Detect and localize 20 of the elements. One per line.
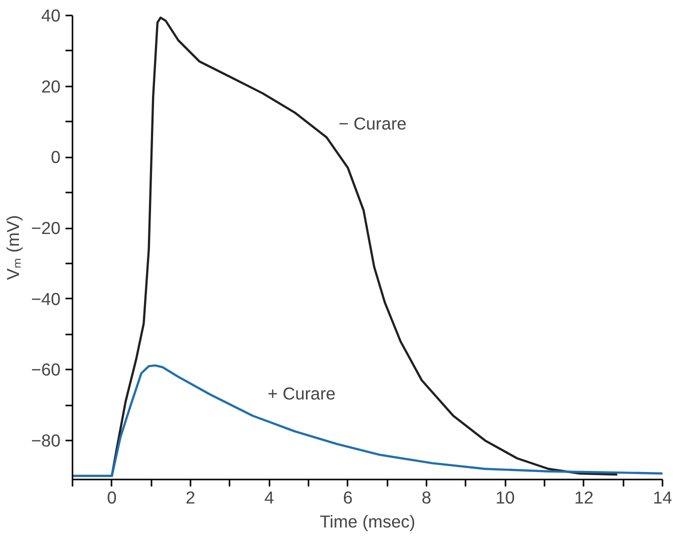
y-tick-label: 40 <box>41 6 61 26</box>
x-tick-label: 6 <box>343 488 353 508</box>
line-series <box>72 364 662 478</box>
x-tick-label: 4 <box>264 488 274 508</box>
x-tick-label: 0 <box>107 488 117 508</box>
x-axis-title: Time (msec) <box>320 512 416 532</box>
x-tick-label: 14 <box>652 488 672 508</box>
y-tick-label: −20 <box>31 218 61 238</box>
y-tick-label: 20 <box>41 76 61 96</box>
series-label: − Curare <box>338 113 406 134</box>
x-tick-label: 8 <box>422 488 432 508</box>
series-label: + Curare <box>268 384 336 404</box>
x-tick-label: 2 <box>186 488 196 508</box>
y-axis-title: Vₘ (mV) <box>3 215 24 280</box>
x-tick-label: 12 <box>574 488 594 508</box>
x-tick-label: 10 <box>496 488 515 508</box>
y-tick-label: −40 <box>31 288 61 309</box>
y-tick-label: −80 <box>31 430 61 451</box>
y-tick-label: −60 <box>31 360 61 380</box>
y-tick-label: 0 <box>50 147 61 168</box>
